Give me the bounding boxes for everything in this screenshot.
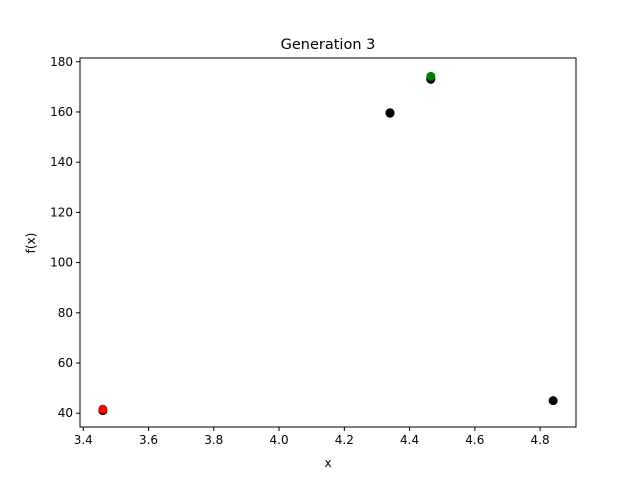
x-tick-label: 3.6	[139, 433, 158, 447]
data-point	[385, 108, 395, 118]
x-tick-label: 3.8	[204, 433, 223, 447]
x-tick-label: 4.4	[400, 433, 419, 447]
x-tick-label: 4.0	[270, 433, 289, 447]
x-tick-label: 3.4	[74, 433, 93, 447]
y-axis-label: f(x)	[24, 233, 38, 254]
x-tick-label: 4.8	[531, 433, 550, 447]
plot-area: 3.4 3.6 3.8 4.0 4.2 4.4 4.6 4.8 40 60 80 100 120 140 1…	[50, 55, 577, 447]
y-tick-label: 60	[58, 356, 73, 370]
axes-frame	[79, 57, 577, 428]
y-tick-label: 100	[50, 256, 73, 270]
chart-title: Generation 3	[281, 37, 376, 53]
data-point	[548, 396, 558, 406]
data-point	[98, 404, 108, 414]
y-tick-label: 160	[50, 105, 73, 119]
y-tick-label: 40	[58, 406, 73, 420]
y-tick-label: 120	[50, 205, 73, 219]
x-tick-label: 4.2	[335, 433, 354, 447]
x-tick-label: 4.6	[465, 433, 484, 447]
x-axis-label: x	[324, 456, 331, 470]
y-tick-label: 80	[58, 306, 73, 320]
y-tick-label: 180	[50, 55, 73, 69]
y-tick-label: 140	[50, 155, 73, 169]
data-point	[426, 71, 436, 81]
